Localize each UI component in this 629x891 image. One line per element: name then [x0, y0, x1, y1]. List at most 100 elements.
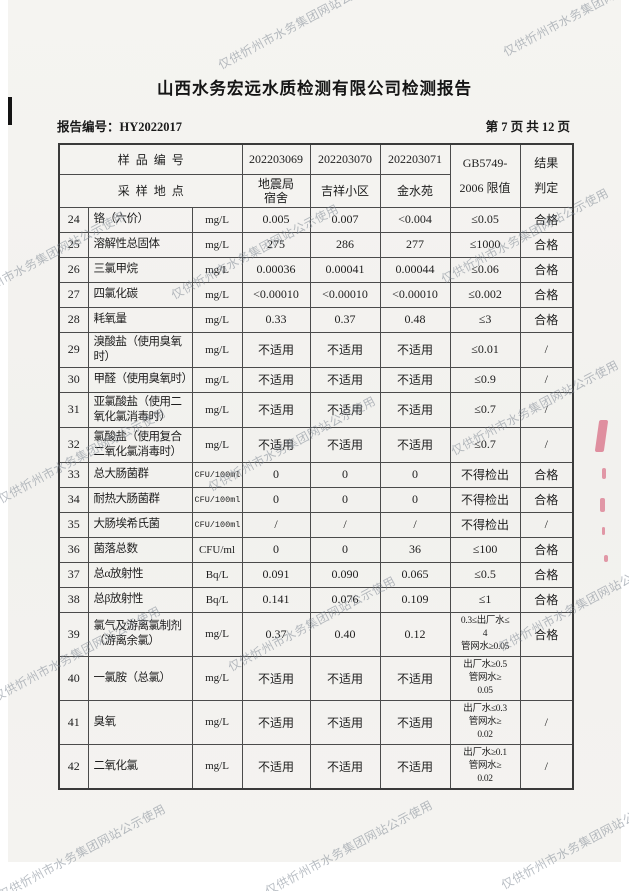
cell-limit: ≤0.5	[449, 561, 521, 588]
cell-unit: mg/L	[191, 281, 243, 308]
cell-v1: 不适用	[241, 331, 311, 368]
table-row: 41 臭氧 mg/L 不适用 不适用 不适用 出厂水≤0.3 管网水≥ 0.02/	[58, 699, 574, 745]
cell-name: 耗氧量	[87, 306, 193, 333]
cell-limit: ≤3	[449, 306, 521, 333]
cell-v1: 不适用	[241, 391, 311, 428]
cell-v2: 不适用	[309, 699, 381, 745]
cell-name: 二氧化氯	[87, 743, 193, 789]
cell-v2: 0.090	[309, 561, 381, 588]
cell-no: 31	[58, 391, 89, 428]
cell-no: 36	[58, 536, 89, 563]
cell-result: /	[519, 391, 574, 428]
table-row: 29 溴酸盐（使用臭氧 时） mg/L 不适用 不适用 不适用 ≤0.01/	[58, 331, 574, 368]
cell-unit: Bq/L	[191, 561, 243, 588]
cell-unit: mg/L	[191, 699, 243, 745]
cell-v2: 0	[309, 461, 381, 488]
cell-no: 24	[58, 206, 89, 233]
cell-result: 合格	[519, 306, 574, 333]
cell-result: /	[519, 699, 574, 745]
cell-limit: ≤0.01	[449, 331, 521, 368]
table-row: 31 亚氯酸盐（使用二 氧化氯消毒时） mg/L 不适用 不适用 不适用 ≤0.7/	[58, 391, 574, 428]
cell-result	[519, 655, 574, 701]
cell-no: 34	[58, 486, 89, 513]
cell-v3: 0.48	[379, 306, 451, 333]
cell-no: 27	[58, 281, 89, 308]
cell-limit: 出厂水≥0.5 管网水≥ 0.05	[449, 655, 521, 701]
scanned-sheet: 山西水务宏远水质检测有限公司检测报告 报告编号：HY2022017 第 7 页 …	[8, 0, 621, 862]
cell-no: 40	[58, 655, 89, 701]
table-row: 37 总α放射性 Bq/L 0.091 0.090 0.065 ≤0.5 合格	[58, 561, 574, 588]
cell-result: 合格	[519, 611, 574, 657]
cell-no: 41	[58, 699, 89, 745]
cell-v3: 277	[379, 231, 451, 258]
cell-no: 29	[58, 331, 89, 368]
cell-name: 总大肠菌群	[87, 461, 193, 488]
cell-name: 甲醛（使用臭氧时）	[87, 366, 193, 393]
results-table: 样品编号 202203069 202203070 202203071 GB574…	[58, 143, 575, 790]
cell-v2: 286	[309, 231, 381, 258]
location-label: 采样地点	[58, 173, 243, 208]
cell-limit: 出厂水≤0.3 管网水≥ 0.02	[449, 699, 521, 745]
table-row: 35 大肠埃希氏菌 CFU/100ml / / / 不得检出 /	[58, 511, 574, 538]
cell-limit: ≤1	[449, 586, 521, 613]
cell-unit: mg/L	[191, 231, 243, 258]
cell-limit: ≤1000	[449, 231, 521, 258]
cell-unit: mg/L	[191, 426, 243, 463]
cell-v2: 0	[309, 486, 381, 513]
red-seal-bleed	[600, 498, 605, 512]
cell-result: 合格	[519, 281, 574, 308]
cell-limit: 不得检出	[449, 511, 521, 538]
cell-unit: mg/L	[191, 306, 243, 333]
cell-v3: 0.12	[379, 611, 451, 657]
cell-v2: 0.40	[309, 611, 381, 657]
cell-name: 耐热大肠菌群	[87, 486, 193, 513]
table-row: 27 四氯化碳 mg/L <0.00010 <0.00010 <0.00010 ≤0.002…	[58, 281, 574, 308]
cell-name: 四氯化碳	[87, 281, 193, 308]
cell-v3: 0.00044	[379, 256, 451, 283]
cell-result: /	[519, 426, 574, 463]
cell-name: 铬（六价）	[87, 206, 193, 233]
cell-no: 32	[58, 426, 89, 463]
cell-result: /	[519, 511, 574, 538]
cell-v3: 不适用	[379, 331, 451, 368]
cell-no: 26	[58, 256, 89, 283]
table-row: 30 甲醛（使用臭氧时） mg/L 不适用 不适用 不适用 ≤0.9/	[58, 366, 574, 393]
cell-result: 合格	[519, 231, 574, 258]
page-indicator: 第 7 页 共 12 页	[485, 120, 570, 134]
sample-no-label: 样品编号	[58, 143, 243, 175]
table-row: 39 氯气及游离氯制剂 （游离余氯） mg/L 0.37 0.40 0.12 0.3≤出厂水…	[58, 611, 574, 657]
cell-result: /	[519, 366, 574, 393]
report-title: 山西水务宏远水质检测有限公司检测报告	[157, 79, 472, 98]
cell-v3: 不适用	[379, 391, 451, 428]
cell-v2: 不适用	[309, 426, 381, 463]
cell-name: 菌落总数	[87, 536, 193, 563]
cell-limit: 不得检出	[449, 486, 521, 513]
cell-v2: 0.37	[309, 306, 381, 333]
cell-unit: mg/L	[191, 331, 243, 368]
cell-unit: CFU/100ml	[191, 511, 243, 538]
cell-v3: 36	[379, 536, 451, 563]
cell-v3: 不适用	[379, 426, 451, 463]
cell-limit: 不得检出	[449, 461, 521, 488]
cell-result: 合格	[519, 256, 574, 283]
cell-v2: 不适用	[309, 331, 381, 368]
cell-result: 合格	[519, 486, 574, 513]
cell-limit: 0.3≤出厂水≤ 4 管网水≥0.05	[449, 611, 521, 657]
cell-v3: 不适用	[379, 699, 451, 745]
cell-limit: 出厂水≥0.1 管网水≥ 0.02	[449, 743, 521, 789]
limit-column-header: GB5749- 2006 限值	[449, 143, 521, 208]
cell-unit: CFU/100ml	[191, 486, 243, 513]
cell-v1: 不适用	[241, 699, 311, 745]
cell-v1: 0.00036	[241, 256, 311, 283]
cell-v2: 0.076	[309, 586, 381, 613]
cell-v2: 0	[309, 536, 381, 563]
cell-v3: 不适用	[379, 743, 451, 789]
cell-v1: 275	[241, 231, 311, 258]
table-row: 36 菌落总数 CFU/ml 0 0 36 ≤100 合格	[58, 536, 574, 563]
cell-unit: mg/L	[191, 256, 243, 283]
table-row: 34 耐热大肠菌群 CFU/100ml 0 0 0 不得检出 合格	[58, 486, 574, 513]
cell-no: 35	[58, 511, 89, 538]
location-3: 金水苑	[379, 173, 451, 208]
cell-unit: mg/L	[191, 655, 243, 701]
